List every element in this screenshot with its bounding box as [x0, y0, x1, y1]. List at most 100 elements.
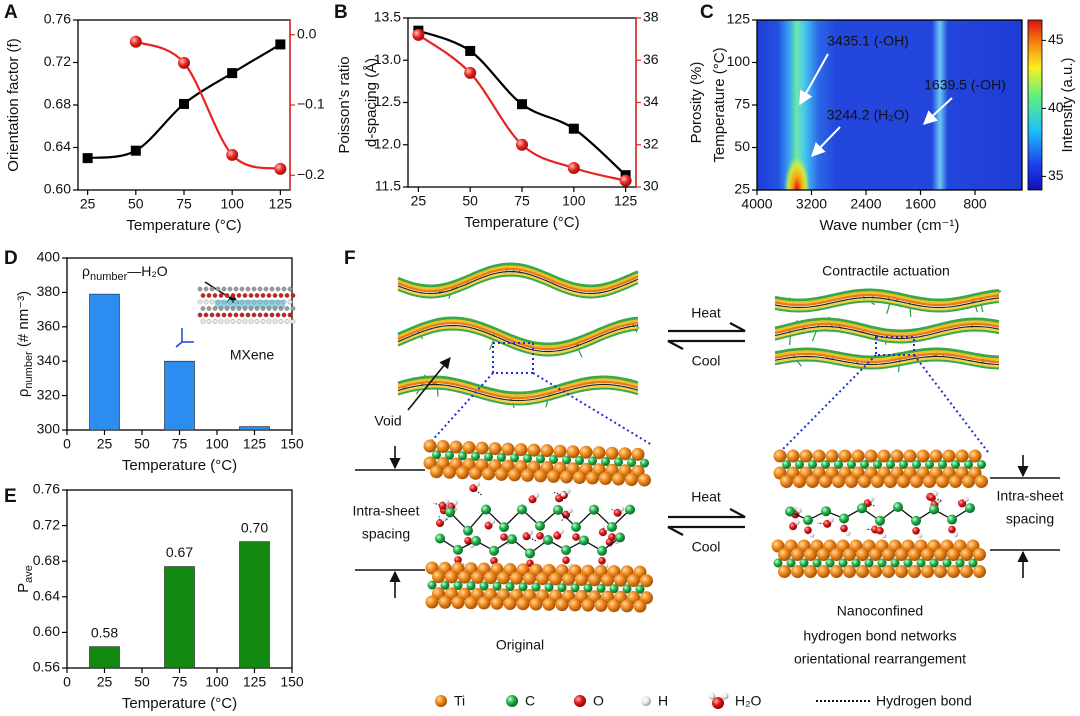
y-tick-label: 12.5 [374, 93, 401, 109]
annotation-arrow [811, 126, 841, 158]
inset-atom [275, 312, 281, 318]
atom [607, 599, 621, 613]
x-axis-label: Wave number (cm⁻¹) [820, 217, 960, 234]
mxene-sheet [774, 322, 1000, 338]
series-line [135, 40, 281, 171]
forward-arrow [668, 322, 746, 333]
point [274, 162, 287, 175]
atom [886, 460, 895, 469]
atom [921, 548, 934, 561]
inset-atom [242, 319, 248, 324]
mxene-sheet [397, 324, 639, 353]
atom [631, 447, 645, 461]
atom [506, 695, 518, 707]
atom [441, 516, 447, 522]
atom [856, 548, 869, 561]
y2-axis-label: Poisson’s ratio [336, 56, 353, 153]
atom [453, 544, 463, 555]
atom [581, 598, 595, 612]
point [179, 98, 189, 109]
atom [825, 449, 839, 463]
atom [489, 518, 496, 525]
atom [565, 488, 571, 494]
point [516, 138, 528, 151]
atom [484, 521, 493, 530]
atom [454, 556, 462, 564]
atom [968, 558, 978, 568]
atom [912, 460, 921, 469]
atom [977, 460, 986, 469]
atom [869, 548, 882, 561]
mxene-sheet [774, 293, 1000, 307]
atom [916, 449, 930, 463]
y2-tick-label: −0.2 [297, 166, 325, 182]
inset-atom [281, 312, 287, 318]
atom [951, 460, 960, 469]
atom [641, 696, 651, 706]
bar [164, 360, 195, 431]
atom [497, 452, 506, 462]
atom [588, 456, 597, 466]
y2-tick-label: 34 [643, 93, 659, 109]
atom [627, 458, 636, 468]
point [465, 45, 476, 56]
atom [575, 455, 584, 465]
atom [843, 548, 856, 561]
inset-atom [275, 286, 281, 292]
mxene-sheet [774, 329, 1000, 344]
atom [881, 533, 887, 539]
y-tick-label: 125 [727, 11, 751, 27]
atom [809, 532, 815, 538]
atom [438, 501, 447, 510]
atom [484, 571, 497, 585]
atom [592, 446, 606, 460]
atom [484, 452, 493, 462]
mxene-sheet [397, 267, 639, 293]
inset-atom [218, 293, 224, 298]
y-tick-label: 380 [37, 283, 61, 299]
panel-label: D [4, 248, 18, 269]
atom [934, 548, 947, 561]
y-axis-label: Temperature (°C) [711, 47, 728, 162]
atom [875, 515, 885, 526]
mxene-sheet [774, 317, 1000, 333]
x-tick-label: 100 [221, 196, 245, 212]
inset-atom [248, 293, 254, 298]
y2-tick-label: 36 [643, 51, 659, 67]
annotation-arrow [922, 97, 953, 125]
atom [481, 504, 491, 515]
inset-atom [290, 306, 296, 311]
atom [975, 475, 988, 488]
atom [535, 520, 545, 531]
atom [536, 454, 545, 464]
diagram-text: Ti [454, 693, 465, 709]
atom [435, 695, 447, 707]
x-tick-label: 0 [63, 436, 71, 452]
atom [553, 504, 563, 515]
atom [488, 442, 502, 456]
inset-atom [269, 312, 275, 318]
atom [908, 565, 921, 578]
atom [601, 457, 610, 467]
atom [562, 455, 571, 465]
diagram-text: Cool [692, 353, 721, 369]
atom [516, 597, 530, 611]
atom [899, 460, 908, 469]
inset-atom [260, 319, 266, 324]
bar [89, 293, 120, 431]
atom [608, 533, 616, 541]
y-axis-label: ρnumber (# nm⁻³) [15, 291, 35, 397]
y2-tick-label: 38 [643, 9, 659, 25]
inset-atom [260, 293, 266, 298]
point [517, 99, 527, 110]
atom [567, 508, 573, 514]
diagram-text: spacing [362, 526, 410, 542]
panel-label: E [4, 486, 17, 507]
atom [479, 581, 489, 591]
point [568, 123, 579, 134]
y-tick-label: 0.72 [33, 516, 60, 532]
atom [614, 457, 623, 467]
atom [430, 465, 443, 479]
atom [474, 481, 481, 487]
